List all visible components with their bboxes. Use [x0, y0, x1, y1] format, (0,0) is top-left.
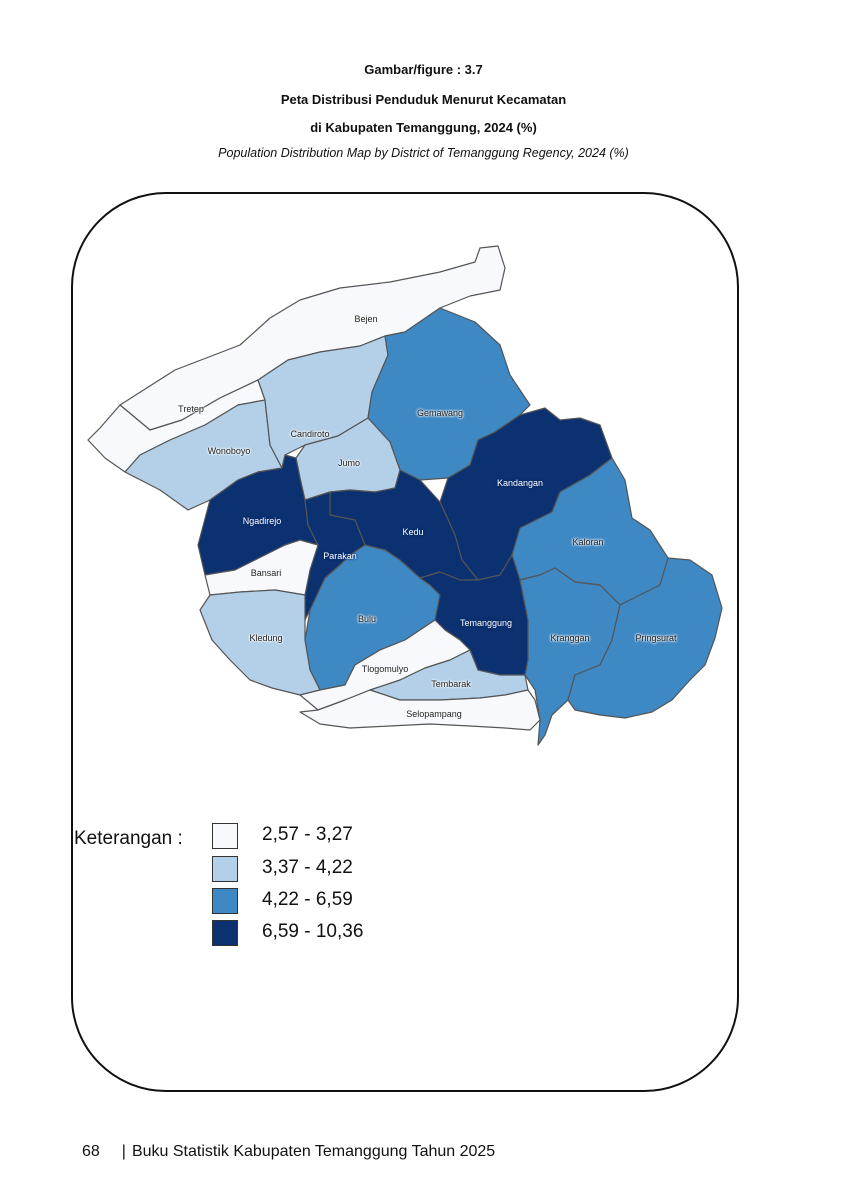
- map-label-tembarak: Tembarak: [431, 679, 471, 689]
- map-frame: [71, 192, 739, 1092]
- legend-range: 3,37 - 4,22: [262, 857, 353, 878]
- legend-range: 6,59 - 10,36: [262, 921, 364, 942]
- map-label-bejen: Bejen: [354, 314, 378, 324]
- map-label-gemawang: Gemawang: [416, 408, 464, 418]
- map-label-pringsurat: Pringsurat: [635, 633, 677, 643]
- book-title: Buku Statistik Kabupaten Temanggung Tahu…: [131, 1143, 496, 1160]
- district-kledung: [199, 589, 321, 696]
- map-label-kranggan: Kranggan: [550, 633, 590, 643]
- legend-swatch: [212, 856, 238, 882]
- figure-subtitle: Population Distribution Map by District …: [218, 146, 629, 160]
- district-selopampang: [299, 689, 541, 731]
- legend-range: 2,57 - 3,27: [262, 824, 353, 845]
- map-label-wonoboyo: Wonoboyo: [207, 446, 251, 456]
- map-label-candiroto: Candiroto: [290, 429, 330, 439]
- figure-title-line-1: Peta Distribusi Penduduk Menurut Kecamat…: [280, 92, 567, 107]
- legend-swatch: [212, 888, 238, 914]
- legend-range: 4,22 - 6,59: [262, 889, 353, 910]
- map-label-selopampang: Selopampang: [406, 709, 462, 719]
- legend-title: Keterangan :: [74, 828, 183, 849]
- legend-swatch: [212, 920, 238, 946]
- map-label-bulu: Bulu: [357, 614, 377, 624]
- map-label-ngadirejo: Ngadirejo: [242, 516, 282, 526]
- map-label-kandangan: Kandangan: [496, 478, 544, 488]
- map-label-kedu: Kedu: [402, 527, 424, 537]
- legend-swatch: [212, 823, 238, 849]
- map-label-kaloran: Kaloran: [572, 537, 604, 547]
- map-label-kledung: Kledung: [249, 633, 283, 643]
- map-label-tlogomulyo: Tlogomulyo: [361, 664, 409, 674]
- map-label-tretep: Tretep: [178, 404, 204, 414]
- figure-label: Gambar/figure : 3.7: [364, 62, 483, 77]
- figure-title-line-2: di Kabupaten Temanggung, 2024 (%): [310, 120, 537, 135]
- map-label-temanggung: Temanggung: [459, 618, 513, 628]
- map-label-bansari: Bansari: [250, 568, 282, 578]
- map-label-jumo: Jumo: [337, 458, 361, 468]
- map-label-parakan: Parakan: [323, 551, 357, 561]
- footer-separator: |: [121, 1143, 126, 1160]
- page-number: 68: [82, 1143, 100, 1160]
- district-pringsurat: [567, 557, 723, 719]
- page-footer: 68 | Buku Statistik Kabupaten Temanggung T…: [82, 1143, 495, 1161]
